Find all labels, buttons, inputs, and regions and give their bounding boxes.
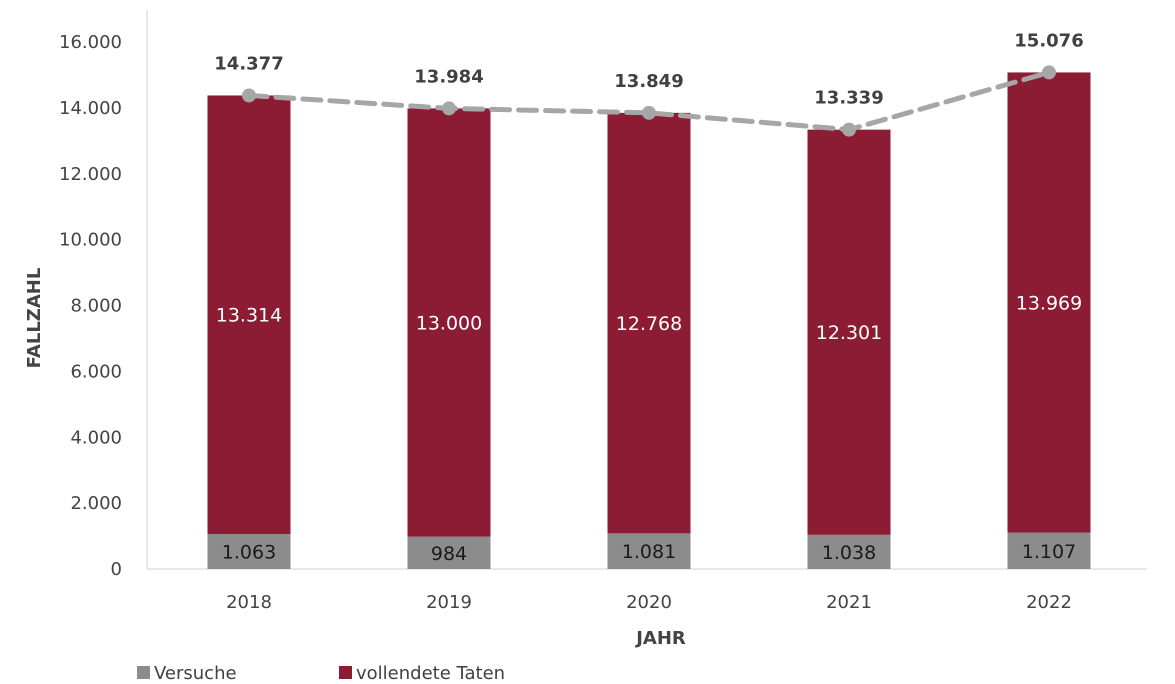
legend-label: Versuche [154, 663, 237, 684]
total-line-path [246, 69, 1052, 133]
legend-swatch [137, 666, 150, 679]
x-tick-label: 2021 [826, 592, 872, 613]
y-tick-label: 12.000 [59, 164, 122, 185]
legend-label: vollendete Taten [356, 663, 505, 684]
bar-segment [807, 534, 891, 569]
total-point [442, 101, 456, 116]
total-point [1042, 65, 1056, 80]
x-tick-label: 2018 [226, 592, 272, 613]
y-tick-label: 14.000 [59, 98, 122, 119]
bar-value-label: 13.000 [416, 312, 482, 334]
bar-labels: 1.063 13.314 984 13.000 1.081 12.768 1.038 12.3… [216, 292, 1082, 564]
bar-value-label: 12.301 [816, 322, 882, 344]
y-tick-label: 4.000 [70, 427, 122, 448]
y-axis-title: FALLZAHL [24, 268, 45, 369]
x-tick-label: 2022 [1026, 592, 1072, 613]
x-tick-label: 2020 [626, 592, 672, 613]
total-line: 14.377 13.984 13.849 13.339 15.076 [214, 30, 1084, 137]
bar-value-label: 1.038 [822, 542, 876, 564]
total-value-label: 15.076 [1014, 30, 1083, 51]
y-tick-label: 10.000 [59, 230, 122, 251]
bar-segment [1007, 532, 1091, 569]
y-tick-label: 16.000 [59, 32, 122, 53]
y-tick-label: 6.000 [70, 361, 122, 382]
bar-segment [1007, 72, 1091, 533]
legend-swatch [339, 666, 352, 679]
y-tick-label: 0 [111, 559, 122, 580]
x-tick-label: 2019 [426, 592, 472, 613]
bar-segment [607, 112, 691, 534]
bar-segment [807, 129, 891, 535]
bars [207, 72, 1091, 569]
total-value-label: 13.984 [414, 66, 483, 87]
bar-segment [407, 536, 491, 569]
bar-value-label: 13.314 [216, 305, 282, 327]
total-value-label: 13.849 [614, 71, 683, 92]
total-point [642, 105, 656, 120]
total-point [242, 88, 256, 103]
bar-value-label: 984 [431, 543, 467, 565]
bar-segment [207, 533, 291, 569]
bar-segment [407, 108, 491, 537]
bar-segment [607, 533, 691, 569]
y-axis-ticks: 0 2.000 4.000 6.000 8.000 10.000 12.000 14.000 1… [59, 32, 122, 580]
bar-value-label: 13.969 [1016, 292, 1082, 314]
x-axis-ticks: 2018 2019 2020 2021 2022 [226, 592, 1072, 613]
total-value-label: 13.339 [814, 88, 883, 109]
total-point [842, 122, 856, 137]
bar-value-label: 12.768 [616, 313, 682, 335]
y-tick-label: 8.000 [70, 296, 122, 317]
bar-value-label: 1.107 [1022, 541, 1076, 563]
legend: Versuche vollendete Taten [137, 663, 505, 684]
bar-value-label: 1.063 [222, 541, 276, 563]
y-tick-label: 2.000 [70, 493, 122, 514]
x-axis-title: JAHR [634, 628, 686, 649]
bar-segment [207, 95, 291, 534]
total-value-label: 14.377 [214, 53, 283, 74]
bar-value-label: 1.081 [622, 541, 676, 563]
